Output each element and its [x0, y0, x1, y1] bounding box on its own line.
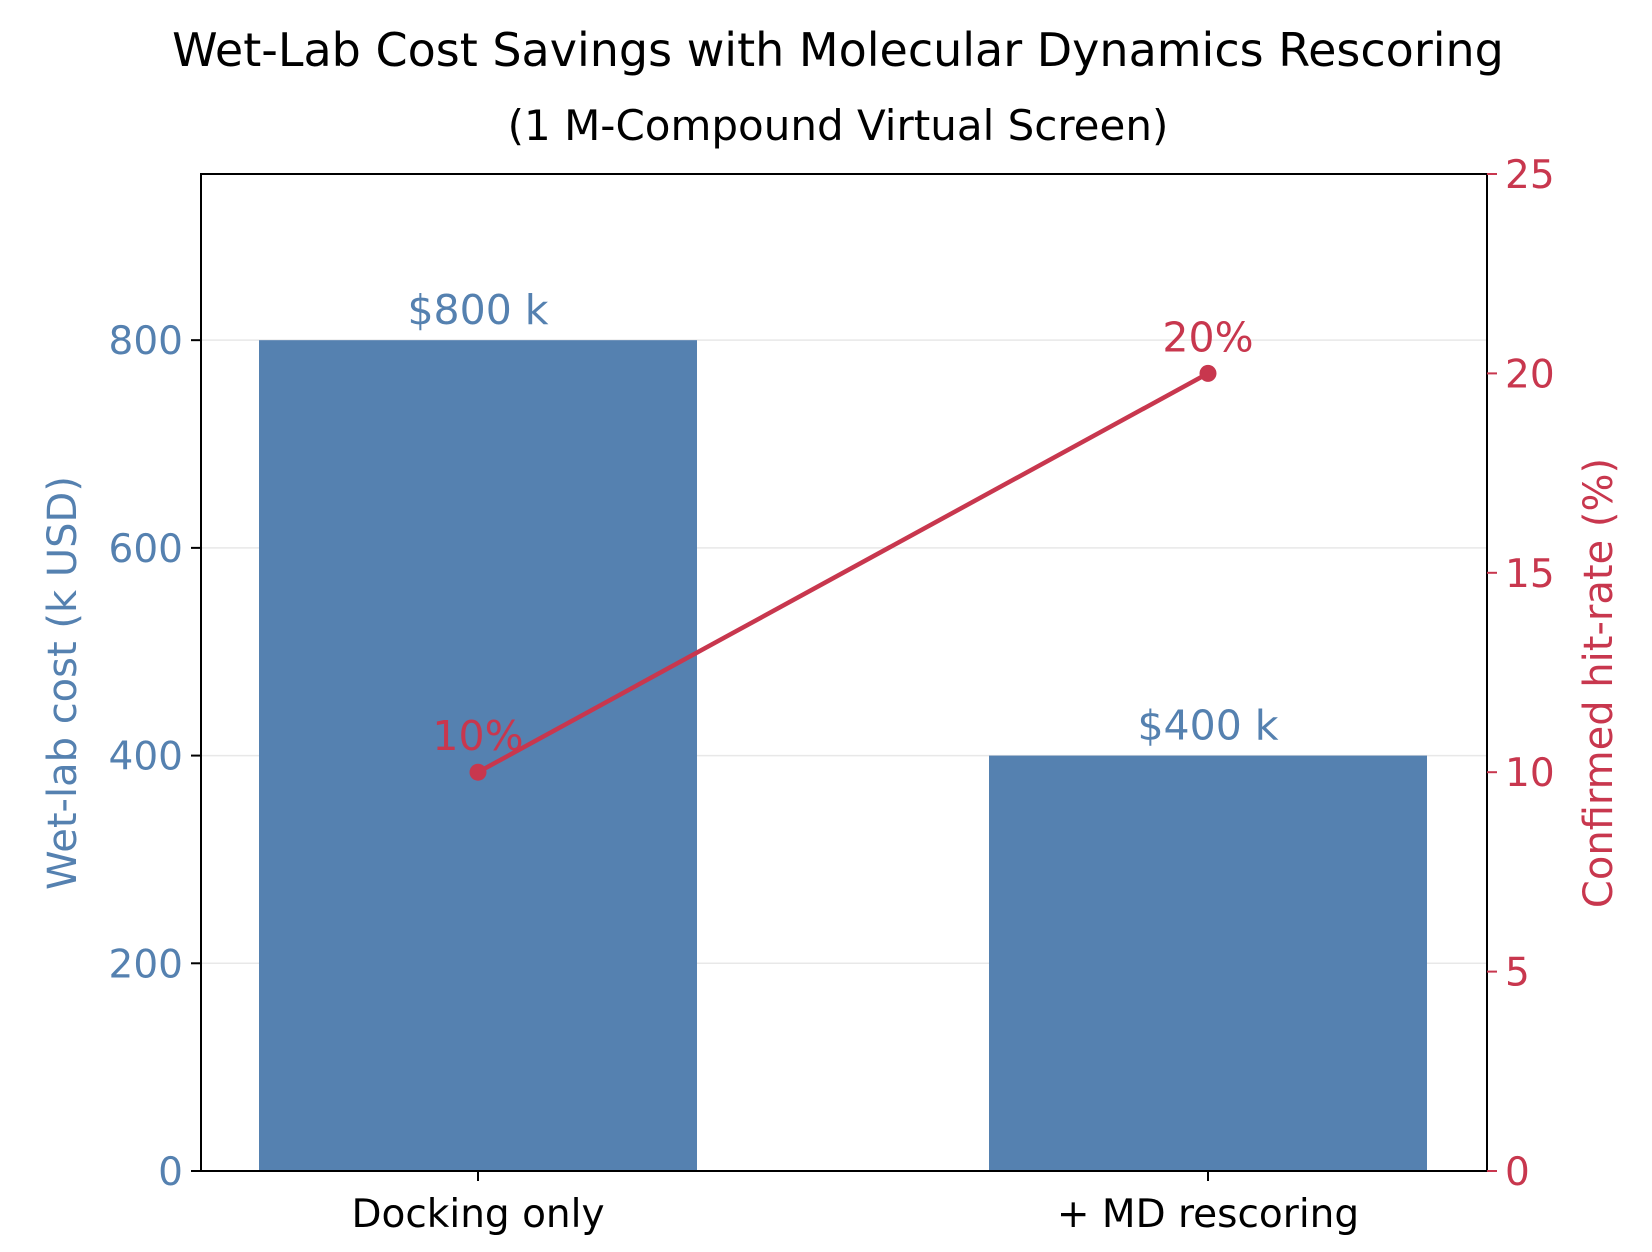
y-right-tick-label-5: 25: [1505, 153, 1555, 198]
bar-series: [259, 340, 1427, 1172]
chart-subtitle: (1 M-Compound Virtual Screen): [508, 101, 1169, 150]
line-series: [469, 364, 1217, 781]
y-right-tick-label-3: 15: [1505, 552, 1555, 597]
y-left-tick-label-1: 200: [109, 942, 183, 987]
bar-value-label-1: $400 k: [1137, 702, 1278, 750]
y-right-tick-label-0: 0: [1505, 1150, 1530, 1195]
hit-rate-line: [476, 371, 1210, 775]
plot-frame: [200, 173, 1488, 1172]
hit-rate-label-0: 10%: [432, 712, 523, 760]
bar-1: [989, 755, 1427, 1171]
y-left-tick-label-3: 600: [109, 527, 183, 572]
y-left-tick-label-2: 400: [109, 735, 183, 780]
y-left-tick-label-0: 0: [158, 1150, 183, 1195]
y-left-tick-label-4: 800: [109, 319, 183, 364]
axes: 0 200 400 600 800 0 5 10 15 20 25 Docking only + MD …: [109, 153, 1555, 1237]
y-axis-right-label: Confirmed hit-rate (%): [1576, 458, 1622, 908]
bar-value-label-0: $800 k: [407, 286, 548, 334]
x-tick-label-0: Docking only: [351, 1192, 604, 1237]
chart-title: Wet-Lab Cost Savings with Molecular Dyna…: [172, 23, 1504, 77]
hit-rate-point-0: [469, 763, 487, 781]
y-axis-left-label: Wet-lab cost (k USD): [40, 476, 86, 890]
data-labels: $800 k $400 k 10% 20%: [407, 286, 1278, 760]
bar-0: [259, 340, 697, 1172]
hit-rate-label-1: 20%: [1162, 313, 1253, 361]
y-right-tick-label-4: 20: [1505, 352, 1555, 397]
x-tick-label-1: + MD rescoring: [1057, 1192, 1359, 1237]
y-right-tick-label-1: 5: [1505, 951, 1530, 996]
hit-rate-point-1: [1199, 364, 1217, 382]
y-right-tick-label-2: 10: [1505, 751, 1555, 796]
